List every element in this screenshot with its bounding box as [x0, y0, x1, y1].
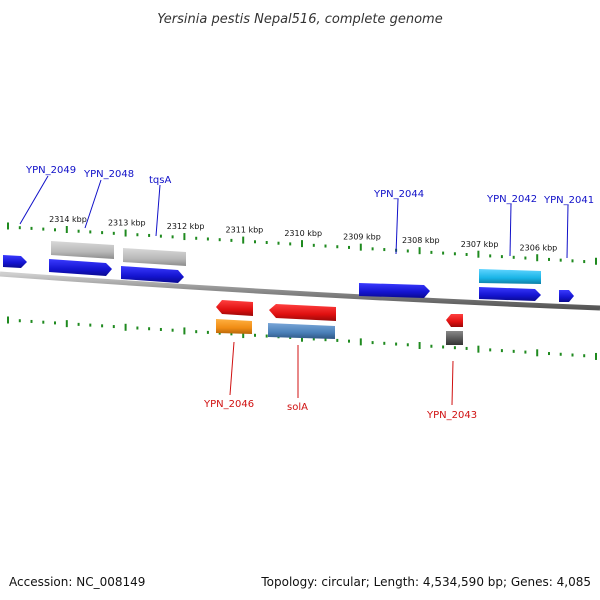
gene-bar-ypn2042-cyan[interactable]: [479, 269, 541, 284]
gene-label-ypn2042[interactable]: YPN_2042: [486, 194, 537, 205]
gene-bar-ypn2048-grey[interactable]: [51, 241, 114, 259]
gene-features: [3, 241, 574, 345]
gene-arrow-tqsa[interactable]: [121, 266, 184, 283]
scale-label: 2306 kbp: [520, 243, 558, 252]
gene-label-ypn2049[interactable]: YPN_2049: [25, 165, 76, 176]
scale-labels: 2314 kbp 2313 kbp 2312 kbp 2311 kbp 2310 kbp…: [49, 215, 557, 252]
genome-backbone: [0, 271, 600, 311]
gene-label-ypn2041[interactable]: YPN_2041: [543, 195, 594, 206]
callout-line-ypn2048: [84, 179, 102, 229]
gene-arrow-ypn2044[interactable]: [359, 283, 430, 298]
callout-line-ypn2049: [19, 175, 49, 225]
gene-arrow-ypn2041[interactable]: [559, 290, 574, 302]
callout-line-tqsa: [155, 184, 161, 237]
gene-bar-tqsa-grey[interactable]: [123, 248, 186, 266]
scale-label: 2312 kbp: [167, 222, 205, 231]
scale-label: 2313 kbp: [108, 219, 146, 228]
gene-label-tqsa[interactable]: tqsA: [149, 175, 171, 186]
callout-line-ypn2044: [395, 198, 399, 255]
map-title: Yersinia pestis Nepal516, complete genom…: [157, 12, 442, 27]
gene-label-ypn2043[interactable]: YPN_2043: [426, 410, 477, 421]
scale-label: 2314 kbp: [49, 215, 87, 224]
gene-arrow-ypn2048[interactable]: [49, 259, 112, 276]
callout-line-ypn2043: [451, 360, 454, 406]
callout-line-ypn2046: [229, 341, 235, 396]
scale-label: 2310 kbp: [284, 229, 322, 238]
outer-tick-ring: [7, 222, 597, 265]
callout-line-ypn2041: [566, 204, 569, 259]
gene-bar-ypn2046-orange[interactable]: [216, 319, 252, 334]
gene-bar-sola-steel[interactable]: [268, 323, 335, 339]
topology-summary: Topology: circular; Length: 4,534,590 bp…: [260, 575, 591, 589]
gene-bar-ypn2043-dark[interactable]: [446, 331, 463, 345]
gene-arrow-ypn2046[interactable]: [216, 300, 253, 316]
gene-arrow-ypn2049[interactable]: [3, 255, 27, 268]
inner-tick-ring: [7, 316, 597, 360]
gene-label-ypn2048[interactable]: YPN_2048: [83, 169, 134, 180]
gene-arrow-ypn2043[interactable]: [446, 314, 463, 327]
gene-arrow-sola[interactable]: [269, 304, 336, 321]
gene-callouts: YPN_2049 YPN_2048 tqsA YPN_2044 YPN_2042…: [19, 165, 594, 421]
scale-label: 2308 kbp: [402, 236, 440, 245]
scale-label: 2307 kbp: [461, 240, 499, 249]
scale-label: 2311 kbp: [226, 226, 264, 235]
gene-arrow-ypn2042[interactable]: [479, 287, 541, 301]
callout-line-ypn2042: [509, 203, 512, 257]
scale-label: 2309 kbp: [343, 233, 381, 242]
gene-label-sola[interactable]: solA: [287, 402, 308, 413]
gene-label-ypn2046[interactable]: YPN_2046: [203, 399, 254, 410]
accession-text: Accession: NC_008149: [9, 575, 145, 589]
gene-label-ypn2044[interactable]: YPN_2044: [373, 189, 424, 200]
